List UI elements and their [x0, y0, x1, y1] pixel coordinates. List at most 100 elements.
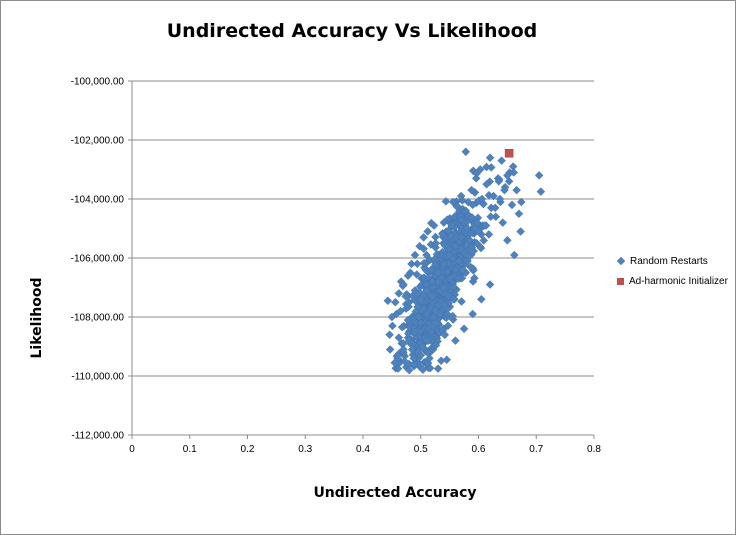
diamond-marker-icon — [616, 256, 626, 266]
scatter-point — [426, 327, 436, 337]
scatter-point — [415, 241, 424, 251]
scatter-point — [442, 355, 452, 365]
scatter-point — [403, 315, 413, 325]
scatter-point — [428, 277, 437, 286]
scatter-point — [391, 297, 400, 307]
scatter-point — [462, 224, 472, 233]
tick-labels: -100,000.00 -102,000.00 -104,000.00 -106,00… — [71, 77, 602, 456]
scatter-point — [404, 297, 414, 307]
scatter-point — [457, 297, 466, 306]
scatter-point — [433, 300, 443, 310]
x-tick-label: 0.6 — [472, 444, 486, 455]
scatter-point — [441, 197, 451, 206]
scatter-point — [451, 265, 460, 275]
square-marker-icon — [617, 277, 624, 285]
scatter-point — [423, 227, 432, 236]
scatter-point — [447, 221, 457, 230]
scatter-point — [465, 236, 475, 245]
x-tick-label: 0.1 — [183, 444, 197, 455]
scatter-point — [485, 153, 495, 162]
scatter-point — [484, 230, 494, 239]
scatter-point — [471, 174, 481, 183]
scatter-point — [452, 202, 462, 212]
scatter-point — [407, 259, 416, 269]
scatter-point — [448, 197, 458, 207]
scatter-point — [516, 227, 525, 236]
scatter-point — [443, 321, 453, 331]
scatter-point — [456, 191, 466, 201]
scatter-point — [439, 259, 449, 269]
scatter-point — [486, 163, 496, 172]
scatter-point — [463, 256, 472, 266]
scatter-point — [410, 250, 420, 260]
scatter-point — [418, 342, 427, 351]
scatter-point — [475, 165, 485, 174]
scatter-point — [422, 286, 431, 295]
scatter-point — [416, 318, 426, 328]
scatter-point — [477, 295, 486, 304]
scatter-point — [428, 292, 437, 301]
scatter-point — [500, 185, 509, 195]
scatter-point — [400, 356, 409, 366]
scatter-point — [393, 364, 403, 373]
scatter-point — [503, 236, 512, 245]
scatter-point — [454, 274, 463, 283]
scatter-point — [431, 238, 441, 248]
legend-entry-ad-harmonic-initializer: Ad-harmonic Initializer — [617, 271, 728, 291]
scatter-point — [456, 244, 466, 254]
scatter-point — [472, 238, 482, 248]
x-tick-label: 0.8 — [587, 444, 601, 455]
scatter-point — [509, 168, 519, 177]
scatter-point — [387, 312, 397, 322]
scatter-point — [467, 247, 477, 257]
y-tick-label: -108,000.00 — [71, 313, 125, 324]
scatter-point — [399, 345, 408, 354]
scatter-point — [512, 185, 521, 195]
scatter-point — [403, 271, 413, 280]
scatter-point — [466, 262, 475, 272]
legend-label: Random Restarts — [630, 255, 708, 267]
scatter-point — [456, 215, 466, 224]
scatter-point — [468, 200, 478, 210]
axes — [128, 80, 595, 439]
x-tick-label: 0.2 — [241, 444, 255, 455]
scatter-point — [440, 300, 449, 310]
scatter-point — [393, 354, 402, 363]
scatter-point — [396, 306, 405, 316]
scatter-point — [536, 187, 546, 196]
legend: Random Restarts Ad-harmonic Initializer — [616, 251, 728, 291]
scatter-point — [383, 296, 393, 306]
scatter-point — [451, 241, 460, 251]
data-points — [383, 147, 546, 375]
scatter-point — [404, 336, 414, 345]
scatter-point — [486, 212, 495, 221]
scatter-point — [435, 309, 445, 319]
scatter-point — [419, 233, 428, 242]
scatter-point — [498, 218, 508, 227]
scatter-point — [451, 336, 460, 345]
gridlines — [132, 80, 594, 377]
legend-label: Ad-harmonic Initializer — [629, 275, 728, 287]
scatter-point — [461, 147, 471, 157]
scatter-point — [456, 233, 466, 242]
scatter-point — [426, 265, 436, 275]
scatter-point — [497, 156, 506, 165]
scatter-point — [474, 227, 483, 236]
scatter-point — [418, 365, 428, 374]
x-axis-title: Undirected Accuracy — [313, 485, 477, 501]
scatter-point — [416, 295, 426, 304]
scatter-point — [482, 179, 491, 189]
scatter-point — [401, 292, 411, 301]
scatter-point — [468, 309, 478, 319]
scatter-point — [433, 277, 443, 286]
y-axis-title: Likelihood — [29, 277, 45, 359]
y-tick-label: -110,000.00 — [71, 372, 124, 383]
scatter-point — [458, 196, 467, 205]
scatter-point — [485, 280, 495, 289]
scatter-point — [416, 351, 426, 360]
scatter-point — [449, 283, 458, 292]
scatter-point — [461, 206, 471, 216]
scatter-point — [470, 273, 479, 283]
scatter-point — [444, 292, 454, 301]
